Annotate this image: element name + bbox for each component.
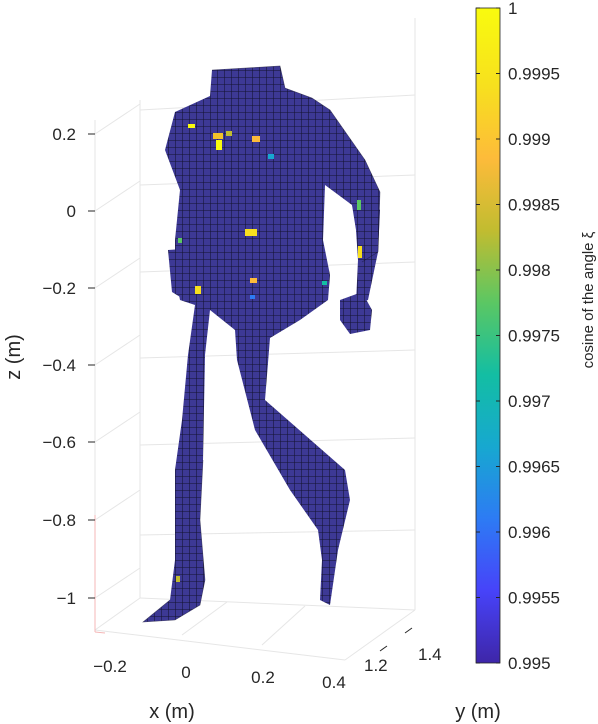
z-axis-ticks: 0.2 0 −0.2 −0.4 −0.6 −0.8 −1 [42, 125, 95, 608]
highlight-spot [252, 136, 260, 142]
z-tick-label: −0.2 [42, 279, 76, 298]
axis-origin-marker [94, 631, 106, 634]
highlight-spots [176, 124, 362, 582]
colorbar-tick-label: 0.9955 [508, 589, 560, 608]
z-tick-label: 0 [67, 202, 76, 221]
x-tick-label: −0.2 [93, 657, 127, 676]
colorbar-tick-label: 0.998 [508, 261, 551, 280]
z-tick-label: 0.2 [52, 125, 76, 144]
y-axis-ticks: 1.2 1.4 [364, 627, 442, 675]
z-tick-label: −0.6 [42, 433, 76, 452]
highlight-spot [188, 124, 195, 128]
highlight-spot [268, 154, 274, 159]
colorbar-tick-label: 0.996 [508, 523, 551, 542]
highlight-spot [216, 140, 222, 150]
surface-outline [142, 65, 381, 623]
surface-right-arm [352, 196, 380, 303]
z-tick-label: −1 [57, 589, 76, 608]
colorbar-tick-label: 0.9995 [508, 65, 560, 84]
x-axis-ticks: −0.2 0 0.2 0.4 [93, 657, 346, 692]
colorbar-tick-label: 0.997 [508, 392, 551, 411]
colorbar-tick-label: 0.9965 [508, 458, 560, 477]
colorbar-tick-label: 0.995 [508, 654, 551, 673]
body-surface [143, 66, 380, 622]
y-tick-label: 1.4 [418, 645, 442, 664]
highlight-spot [322, 281, 327, 285]
colorbar-label: cosine of the angle ξ [580, 231, 597, 368]
highlight-spot [250, 295, 255, 299]
colorbar-tick-label: 0.999 [508, 130, 551, 149]
highlight-spot [213, 133, 223, 139]
colorbar-tick-label: 1 [508, 0, 517, 18]
highlight-spot [250, 278, 257, 283]
highlight-spot [195, 286, 201, 294]
highlight-spot [357, 200, 361, 210]
colorbar: 1 0.9995 0.999 0.9985 0.998 0.9975 0.997 0.9965… [475, 0, 560, 673]
x-tick-label: 0 [181, 663, 190, 682]
y-tick-label: 1.2 [364, 656, 388, 675]
x-tick-label: 0.2 [251, 668, 275, 687]
colorbar-tick-label: 0.9975 [508, 327, 560, 346]
surface-torso [143, 66, 380, 622]
highlight-spot [176, 576, 180, 582]
highlight-spot [245, 229, 257, 236]
x-tick-label: 0.4 [322, 673, 346, 692]
z-axis-label: z (m) [3, 334, 25, 380]
y-axis-label: y (m) [455, 701, 501, 723]
colorbar-ticks: 1 0.9995 0.999 0.9985 0.998 0.9975 0.997 0.9965… [476, 0, 560, 673]
x-axis-label: x (m) [149, 701, 195, 723]
highlight-spot [226, 131, 232, 136]
colorbar-tick-label: 0.9985 [508, 196, 560, 215]
z-tick-label: −0.8 [42, 511, 76, 530]
surface-right-hand [340, 292, 372, 334]
highlight-spot [178, 238, 182, 243]
highlight-spot [358, 246, 362, 258]
z-tick-label: −0.4 [42, 356, 76, 375]
